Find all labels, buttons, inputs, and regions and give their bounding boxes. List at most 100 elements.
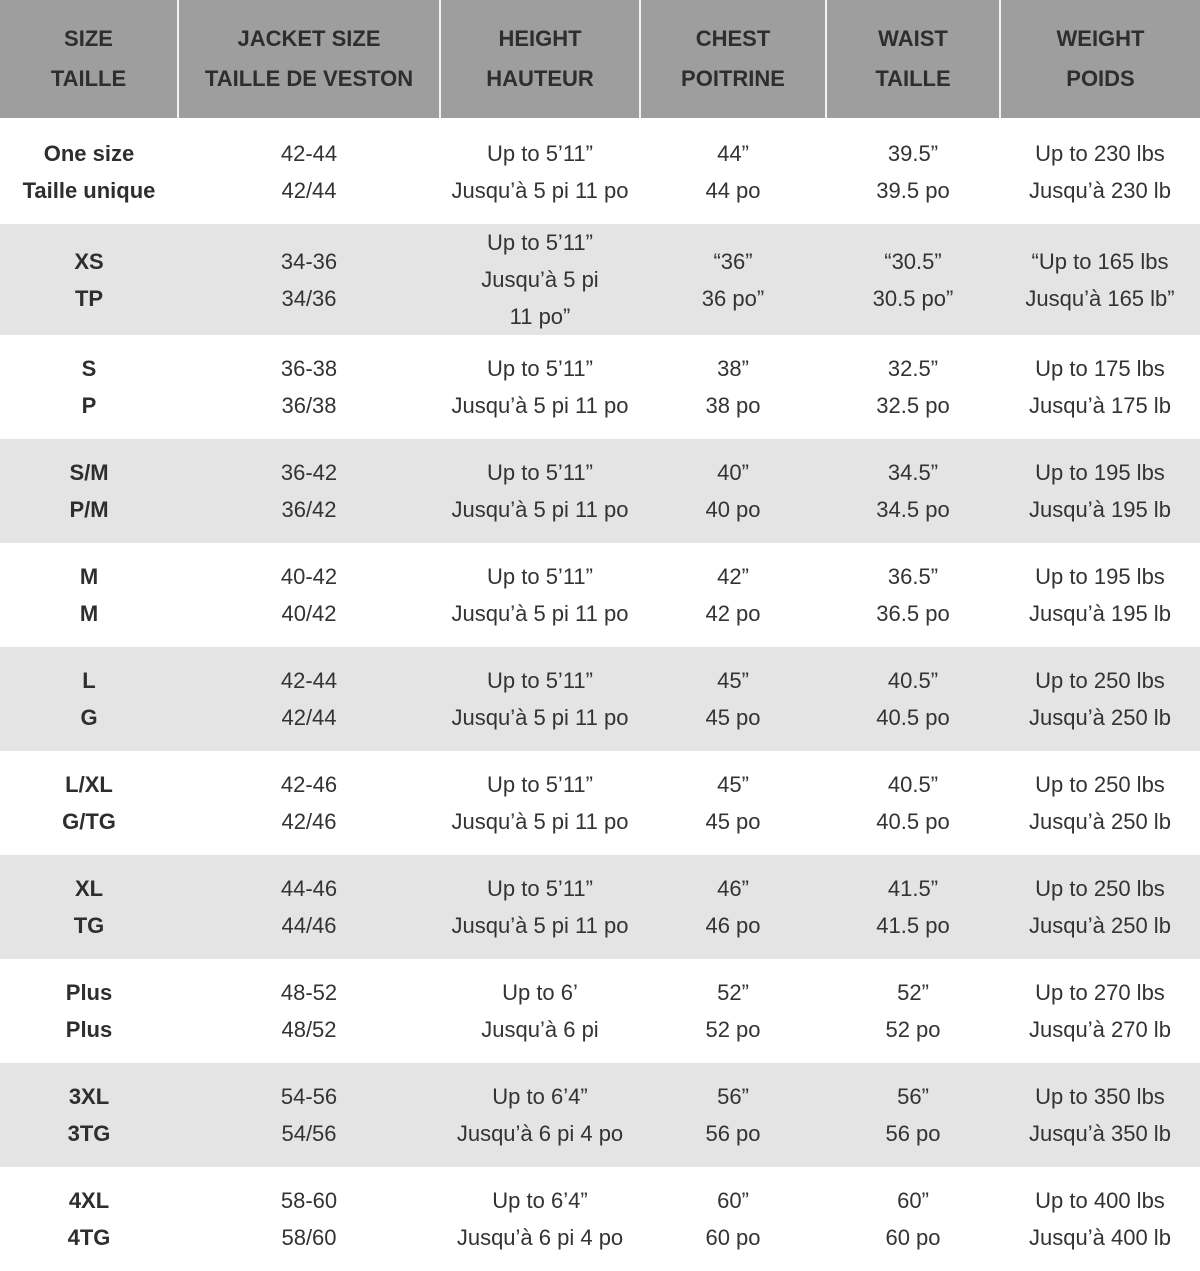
cell-line: 42/46	[281, 809, 337, 834]
cell-line: Jusqu’à 5 pi 11 po	[451, 913, 629, 938]
cell-line: 11 po”	[509, 304, 571, 329]
table-row: S/M P/M 36-42 36/42 Up to 5’11” Jusqu’à 5 pi …	[0, 439, 1200, 543]
cell-chest: 45” 45 po	[640, 751, 826, 855]
cell-line: Jusqu’à 5 pi 11 po	[451, 705, 629, 730]
cell-line: “36”	[713, 248, 753, 274]
header-label-fr: TAILLE	[50, 66, 127, 91]
cell-line: 34-36	[280, 248, 338, 274]
cell-line: Up to 6’4”	[492, 1084, 588, 1109]
cell-waist: 36.5” 36.5 po	[826, 543, 1000, 647]
cell-line: 60”	[897, 1188, 929, 1213]
table-row: Plus Plus 48-52 48/52 Up to 6’ Jusqu’à 6 pi 52…	[0, 959, 1200, 1063]
cell-line: Jusqu’à 6 pi 4 po	[456, 1225, 624, 1250]
cell-jacket-size: 58-60 58/60	[178, 1167, 440, 1271]
cell-weight: Up to 250 lbs Jusqu’à 250 lb	[1000, 751, 1200, 855]
header-label-en: CHEST	[695, 26, 771, 51]
cell-size: Plus Plus	[0, 959, 178, 1063]
cell-line: 3TG	[67, 1121, 111, 1146]
table-row: L/XL G/TG 42-46 42/46 Up to 5’11” Jusqu’à 5 p…	[0, 751, 1200, 855]
cell-line: 4XL	[68, 1188, 110, 1213]
cell-line: Jusqu’à 5 pi 11 po	[451, 178, 629, 203]
cell-jacket-size: 40-42 40/42	[178, 543, 440, 647]
cell-line: G	[80, 705, 98, 730]
cell-chest: 40” 40 po	[640, 439, 826, 543]
cell-line: Up to 6’	[502, 980, 578, 1005]
cell-line: 42/44	[281, 705, 337, 730]
cell-line: Jusqu’à 5 pi	[481, 267, 599, 292]
cell-line: 36/42	[281, 497, 337, 522]
cell-line: 40.5 po	[876, 705, 950, 730]
cell-size: L/XL G/TG	[0, 751, 178, 855]
cell-line: Jusqu’à 5 pi 11 po	[451, 601, 629, 626]
table-header: SIZE TAILLE JACKET SIZE TAILLE DE VESTON HEI…	[0, 0, 1200, 120]
cell-jacket-size: 42-44 42/44	[178, 119, 440, 224]
cell-line: Up to 5’11”	[487, 668, 593, 693]
cell-height: Up to 5’11” Jusqu’à 5 pi 11 po	[440, 543, 640, 647]
cell-line: Up to 350 lbs	[1035, 1084, 1165, 1109]
cell-line: 44/46	[281, 913, 337, 938]
cell-chest: 56” 56 po	[640, 1063, 826, 1167]
cell-waist: 34.5” 34.5 po	[826, 439, 1000, 543]
cell-jacket-size: 34-36 34/36	[178, 224, 440, 335]
cell-jacket-size: 42-46 42/46	[178, 751, 440, 855]
table-row: M M 40-42 40/42 Up to 5’11” Jusqu’à 5 pi 11 p…	[0, 543, 1200, 647]
cell-height: Up to 6’ Jusqu’à 6 pi	[440, 959, 640, 1063]
cell-line: Up to 175 lbs	[1035, 356, 1165, 381]
cell-chest: 44” 44 po	[640, 119, 826, 224]
header-label-en: WEIGHT	[1056, 26, 1145, 51]
cell-line: Jusqu’à 195 lb	[1029, 601, 1171, 626]
cell-weight: Up to 250 lbs Jusqu’à 250 lb	[1000, 855, 1200, 959]
cell-waist: 32.5” 32.5 po	[826, 335, 1000, 439]
cell-line: P/M	[69, 497, 109, 522]
cell-height: Up to 5’11” Jusqu’à 5 pi 11 po”	[440, 224, 640, 335]
cell-line: Jusqu’à 230 lb	[1029, 178, 1171, 203]
cell-line: Up to 5’11”	[487, 356, 593, 381]
table-row: 4XL 4TG 58-60 58/60 Up to 6’4” Jusqu’à 6 pi 4…	[0, 1167, 1200, 1271]
cell-line: Jusqu’à 250 lb	[1029, 809, 1171, 834]
cell-waist: 52” 52 po	[826, 959, 1000, 1063]
header-label-fr: POITRINE	[681, 66, 785, 91]
cell-line: 36.5 po	[876, 601, 950, 626]
cell-line: 36/38	[281, 393, 337, 418]
header-label-en: SIZE	[64, 26, 113, 51]
cell-line: Up to 250 lbs	[1035, 772, 1165, 797]
cell-size: XS TP	[0, 224, 178, 335]
cell-chest: 38” 38 po	[640, 335, 826, 439]
cell-line: 42”	[717, 564, 749, 589]
cell-size: 3XL 3TG	[0, 1063, 178, 1167]
cell-height: Up to 6’4” Jusqu’à 6 pi 4 po	[440, 1063, 640, 1167]
cell-waist: 41.5” 41.5 po	[826, 855, 1000, 959]
cell-jacket-size: 48-52 48/52	[178, 959, 440, 1063]
cell-waist: 56” 56 po	[826, 1063, 1000, 1167]
cell-line: 42 po	[705, 601, 761, 626]
cell-line: 32.5 po	[876, 393, 950, 418]
cell-line: 40/42	[281, 601, 337, 626]
cell-line: 36 po”	[701, 285, 765, 311]
cell-chest: 52” 52 po	[640, 959, 826, 1063]
cell-jacket-size: 36-38 36/38	[178, 335, 440, 439]
cell-line: Jusqu’à 270 lb	[1029, 1017, 1171, 1042]
cell-line: Up to 250 lbs	[1035, 668, 1165, 693]
cell-waist: 39.5” 39.5 po	[826, 119, 1000, 224]
cell-line: 44”	[717, 141, 749, 166]
cell-line: 46”	[717, 876, 749, 901]
cell-line: Up to 270 lbs	[1035, 980, 1165, 1005]
cell-line: 60 po	[885, 1225, 941, 1250]
cell-line: 34.5”	[887, 460, 939, 485]
cell-line: 36-42	[280, 460, 338, 485]
cell-line: 44 po	[705, 178, 761, 203]
cell-line: Up to 6’4”	[492, 1188, 588, 1213]
cell-line: 41.5”	[887, 876, 939, 901]
cell-line: Jusqu’à 5 pi 11 po	[451, 497, 629, 522]
header-label-en: WAIST	[878, 26, 948, 51]
cell-line: 42/44	[281, 178, 337, 203]
cell-line: XL	[74, 876, 104, 901]
cell-line: Jusqu’à 165 lb”	[1025, 285, 1175, 311]
cell-line: 40-42	[280, 564, 338, 589]
cell-weight: Up to 195 lbs Jusqu’à 195 lb	[1000, 439, 1200, 543]
cell-line: P	[81, 393, 97, 418]
cell-line: TG	[73, 913, 105, 938]
cell-line: 38 po	[705, 393, 761, 418]
